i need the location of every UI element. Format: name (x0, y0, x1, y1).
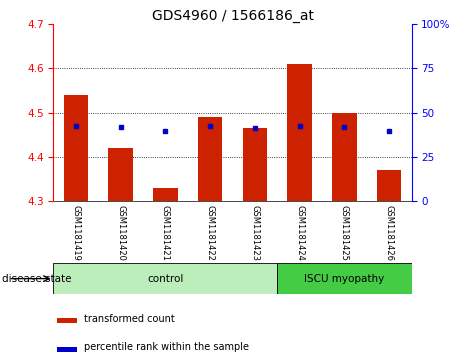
Bar (53, 263, 277, 294)
Bar (64, 95, 88, 201)
Text: GSM1181420: GSM1181420 (116, 204, 125, 260)
Text: GSM1181424: GSM1181424 (295, 204, 304, 260)
Bar (57, 318, 77, 323)
Bar (108, 148, 133, 201)
Text: GSM1181423: GSM1181423 (250, 204, 259, 261)
Text: percentile rank within the sample: percentile rank within the sample (84, 342, 249, 352)
Bar (377, 170, 401, 201)
Text: transformed count: transformed count (84, 314, 175, 324)
Text: GSM1181419: GSM1181419 (71, 204, 80, 260)
Text: GSM1181425: GSM1181425 (340, 204, 349, 260)
Text: ISCU myopathy: ISCU myopathy (304, 274, 385, 284)
Text: control: control (147, 274, 184, 284)
Bar (153, 188, 178, 201)
Bar (277, 263, 412, 294)
Bar (243, 128, 267, 201)
Text: GSM1181422: GSM1181422 (206, 204, 215, 260)
Text: disease state: disease state (2, 274, 72, 284)
Text: GSM1181426: GSM1181426 (385, 204, 394, 261)
Bar (287, 64, 312, 201)
Bar (332, 113, 357, 201)
Bar (198, 117, 222, 201)
Title: GDS4960 / 1566186_at: GDS4960 / 1566186_at (152, 9, 313, 23)
Bar (57, 347, 77, 352)
Text: GSM1181421: GSM1181421 (161, 204, 170, 260)
